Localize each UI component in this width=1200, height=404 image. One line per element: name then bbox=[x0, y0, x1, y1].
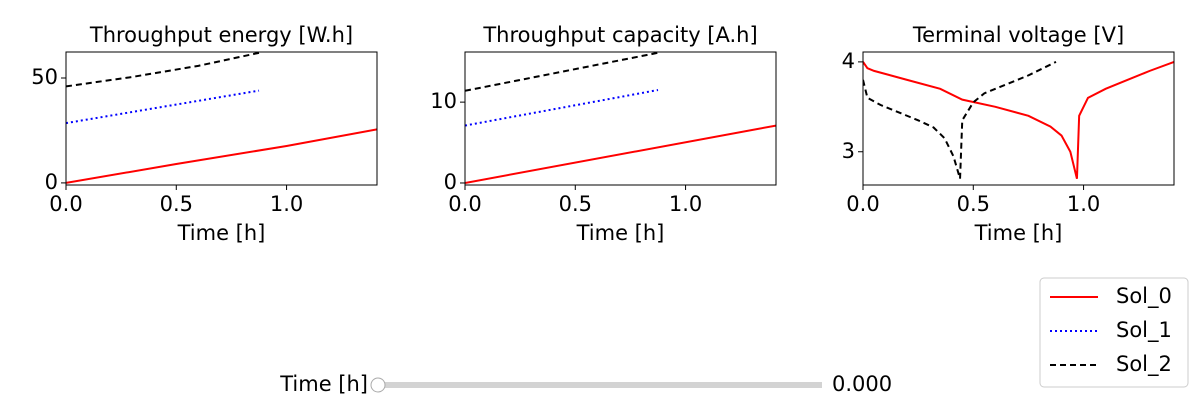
x-tick-label: 0.5 bbox=[559, 192, 592, 216]
series-line bbox=[863, 60, 1174, 179]
x-tick-label: 0.5 bbox=[160, 192, 193, 216]
series-line bbox=[465, 52, 659, 92]
series-line bbox=[863, 60, 1057, 179]
x-tick-label: 1.0 bbox=[1067, 192, 1100, 216]
x-tick-label: 0.5 bbox=[957, 192, 990, 216]
axes-frame bbox=[65, 51, 378, 186]
y-tick-label: 0 bbox=[45, 170, 58, 194]
legend-label: Sol_1 bbox=[1116, 318, 1172, 343]
series-line bbox=[465, 124, 776, 184]
slider-value: 0.000 bbox=[832, 372, 892, 396]
slider-knob[interactable] bbox=[370, 377, 386, 393]
series-line bbox=[465, 89, 659, 127]
x-tick-label: 0.0 bbox=[846, 192, 879, 216]
axes-frame bbox=[464, 51, 777, 186]
chart-title: Terminal voltage [V] bbox=[912, 23, 1124, 47]
x-axis-label: Time [h] bbox=[177, 221, 266, 245]
x-tick-label: 0.0 bbox=[448, 192, 481, 216]
x-tick-label: 1.0 bbox=[270, 192, 303, 216]
series-line bbox=[66, 89, 260, 125]
axes-frame bbox=[862, 51, 1175, 186]
x-axis-label: Time [h] bbox=[576, 221, 665, 245]
x-tick-label: 0.0 bbox=[49, 192, 82, 216]
y-tick-label: 4 bbox=[842, 49, 855, 73]
slider-label: Time [h] bbox=[279, 372, 368, 396]
legend-box bbox=[1039, 277, 1189, 388]
chart-title: Throughput capacity [A.h] bbox=[482, 23, 757, 47]
series-line bbox=[66, 128, 377, 184]
y-tick-label: 3 bbox=[842, 139, 855, 163]
y-tick-label: 10 bbox=[430, 89, 457, 113]
legend-label: Sol_2 bbox=[1116, 352, 1172, 377]
chart-title: Throughput energy [W.h] bbox=[89, 23, 353, 47]
x-axis-label: Time [h] bbox=[974, 221, 1063, 245]
y-tick-label: 0 bbox=[444, 170, 457, 194]
legend-label: Sol_0 bbox=[1116, 284, 1172, 309]
x-tick-label: 1.0 bbox=[669, 192, 702, 216]
y-tick-label: 50 bbox=[31, 65, 58, 89]
series-line bbox=[66, 52, 260, 88]
